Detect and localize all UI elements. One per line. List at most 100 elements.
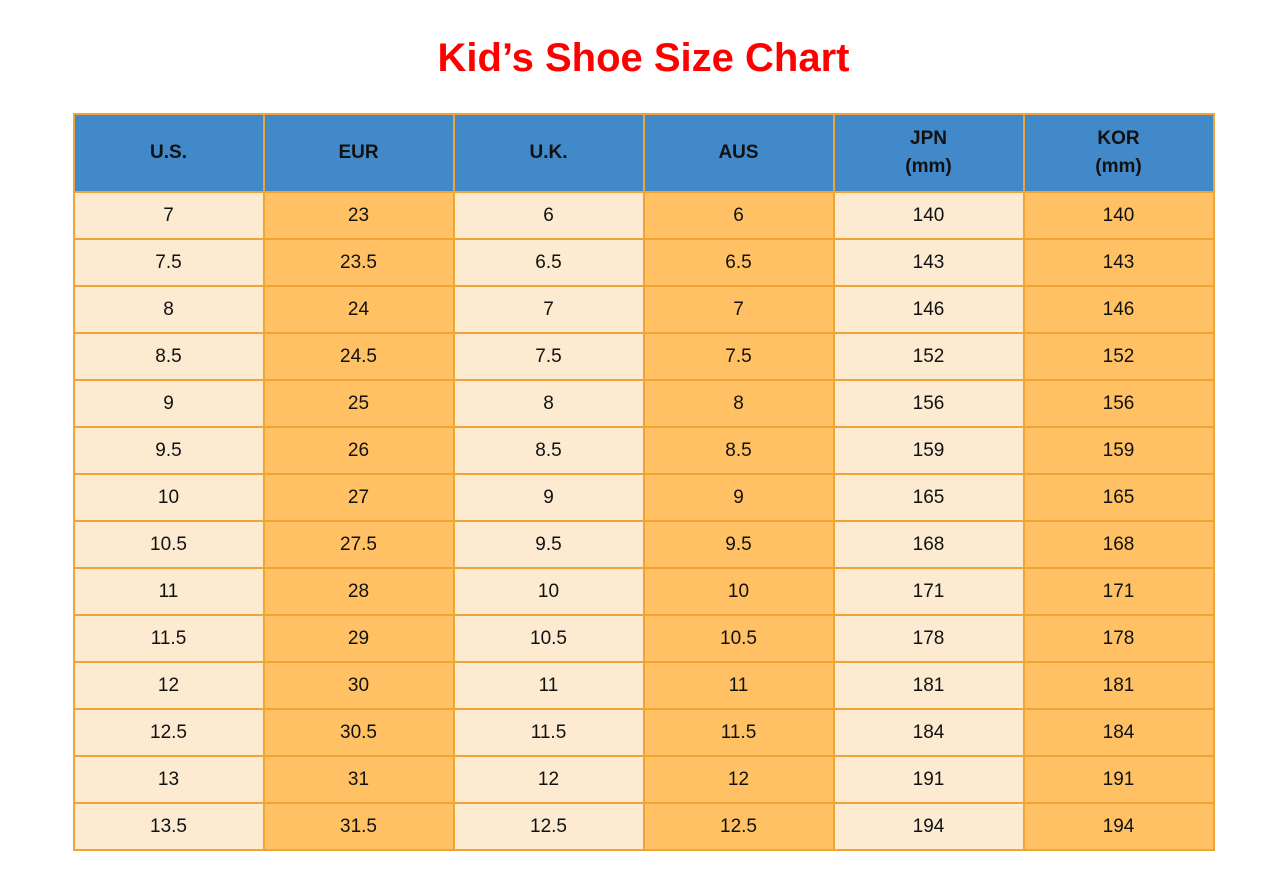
table-cell: 152	[1022, 332, 1215, 381]
table-row: 7.5 23.5 6.5 6.5 143 143	[72, 238, 1215, 287]
table-cell: 8.5	[642, 426, 835, 475]
table-cell: 12	[642, 755, 835, 804]
table-cell: 24.5	[262, 332, 455, 381]
table-cell: 8	[642, 379, 835, 428]
table-cell: 9	[72, 379, 265, 428]
table-cell: 8	[72, 285, 265, 334]
table-cell: 194	[1022, 802, 1215, 851]
table-cell: 11	[642, 661, 835, 710]
table-cell: 11	[452, 661, 645, 710]
page-title: Kid’s Shoe Size Chart	[437, 36, 850, 80]
table-row: 9 25 8 8 156 156	[72, 379, 1215, 428]
column-header: U.K.	[452, 113, 645, 193]
table-cell: 29	[262, 614, 455, 663]
table-row: 10.5 27.5 9.5 9.5 168 168	[72, 520, 1215, 569]
header-row: U.S. EUR U.K. AUS JPN (mm) KOR (mm)	[72, 113, 1215, 193]
table-cell: 10.5	[452, 614, 645, 663]
table-row: 11 28 10 10 171 171	[72, 567, 1215, 616]
table-cell: 11.5	[642, 708, 835, 757]
table-row: 8 24 7 7 146 146	[72, 285, 1215, 334]
table-cell: 25	[262, 379, 455, 428]
column-header: U.S.	[72, 113, 265, 193]
table-cell: 156	[832, 379, 1025, 428]
table-cell: 184	[1022, 708, 1215, 757]
table-body: 7 23 6 6 140 140 7.5 23.5 6.5 6.5 143 143 8 24 7 7 146 14…	[72, 191, 1215, 851]
table-row: 12 30 11 11 181 181	[72, 661, 1215, 710]
table-cell: 10.5	[72, 520, 265, 569]
table-cell: 28	[262, 567, 455, 616]
table-cell: 181	[832, 661, 1025, 710]
table-cell: 23.5	[262, 238, 455, 287]
table-cell: 31	[262, 755, 455, 804]
table-cell: 12.5	[452, 802, 645, 851]
table-cell: 13.5	[72, 802, 265, 851]
table-cell: 24	[262, 285, 455, 334]
table-cell: 9	[642, 473, 835, 522]
table-cell: 9.5	[452, 520, 645, 569]
table-cell: 6	[452, 191, 645, 240]
table-cell: 159	[832, 426, 1025, 475]
table-cell: 11.5	[72, 614, 265, 663]
size-table: U.S. EUR U.K. AUS JPN (mm) KOR (mm) 7 23 6 6 140 140…	[72, 113, 1215, 851]
table-cell: 146	[832, 285, 1025, 334]
table-cell: 171	[1022, 567, 1215, 616]
table-cell: 146	[1022, 285, 1215, 334]
table-row: 9.5 26 8.5 8.5 159 159	[72, 426, 1215, 475]
table-cell: 159	[1022, 426, 1215, 475]
table-cell: 178	[1022, 614, 1215, 663]
table-cell: 6.5	[642, 238, 835, 287]
table-row: 7 23 6 6 140 140	[72, 191, 1215, 240]
table-header: U.S. EUR U.K. AUS JPN (mm) KOR (mm)	[72, 113, 1215, 193]
table-cell: 7.5	[642, 332, 835, 381]
table-cell: 9	[452, 473, 645, 522]
table-cell: 156	[1022, 379, 1215, 428]
table-cell: 8.5	[452, 426, 645, 475]
table-cell: 30	[262, 661, 455, 710]
table-cell: 7	[642, 285, 835, 334]
table-cell: 7.5	[72, 238, 265, 287]
table-row: 11.5 29 10.5 10.5 178 178	[72, 614, 1215, 663]
table-cell: 26	[262, 426, 455, 475]
table-cell: 8.5	[72, 332, 265, 381]
table-cell: 168	[1022, 520, 1215, 569]
table-cell: 8	[452, 379, 645, 428]
table-cell: 23	[262, 191, 455, 240]
table-cell: 6	[642, 191, 835, 240]
table-cell: 140	[1022, 191, 1215, 240]
table-cell: 30.5	[262, 708, 455, 757]
table-row: 12.5 30.5 11.5 11.5 184 184	[72, 708, 1215, 757]
column-header: AUS	[642, 113, 835, 193]
table-cell: 184	[832, 708, 1025, 757]
table-cell: 9.5	[72, 426, 265, 475]
table-row: 13.5 31.5 12.5 12.5 194 194	[72, 802, 1215, 851]
table-cell: 191	[1022, 755, 1215, 804]
table-row: 10 27 9 9 165 165	[72, 473, 1215, 522]
table-row: 13 31 12 12 191 191	[72, 755, 1215, 804]
table-cell: 7	[452, 285, 645, 334]
table-cell: 7	[72, 191, 265, 240]
table-cell: 143	[832, 238, 1025, 287]
table-cell: 7.5	[452, 332, 645, 381]
table-cell: 10.5	[642, 614, 835, 663]
table-cell: 143	[1022, 238, 1215, 287]
column-header: EUR	[262, 113, 455, 193]
table-cell: 9.5	[642, 520, 835, 569]
table-cell: 171	[832, 567, 1025, 616]
table-cell: 11.5	[452, 708, 645, 757]
table-cell: 10	[642, 567, 835, 616]
table-cell: 165	[1022, 473, 1215, 522]
column-header: KOR (mm)	[1022, 113, 1215, 193]
table-cell: 168	[832, 520, 1025, 569]
table-cell: 194	[832, 802, 1025, 851]
table-cell: 12.5	[72, 708, 265, 757]
table-cell: 10	[452, 567, 645, 616]
table-cell: 10	[72, 473, 265, 522]
table-cell: 140	[832, 191, 1025, 240]
table-cell: 6.5	[452, 238, 645, 287]
table-row: 8.5 24.5 7.5 7.5 152 152	[72, 332, 1215, 381]
table-cell: 152	[832, 332, 1025, 381]
table-cell: 178	[832, 614, 1025, 663]
table-cell: 27.5	[262, 520, 455, 569]
table-cell: 12	[452, 755, 645, 804]
